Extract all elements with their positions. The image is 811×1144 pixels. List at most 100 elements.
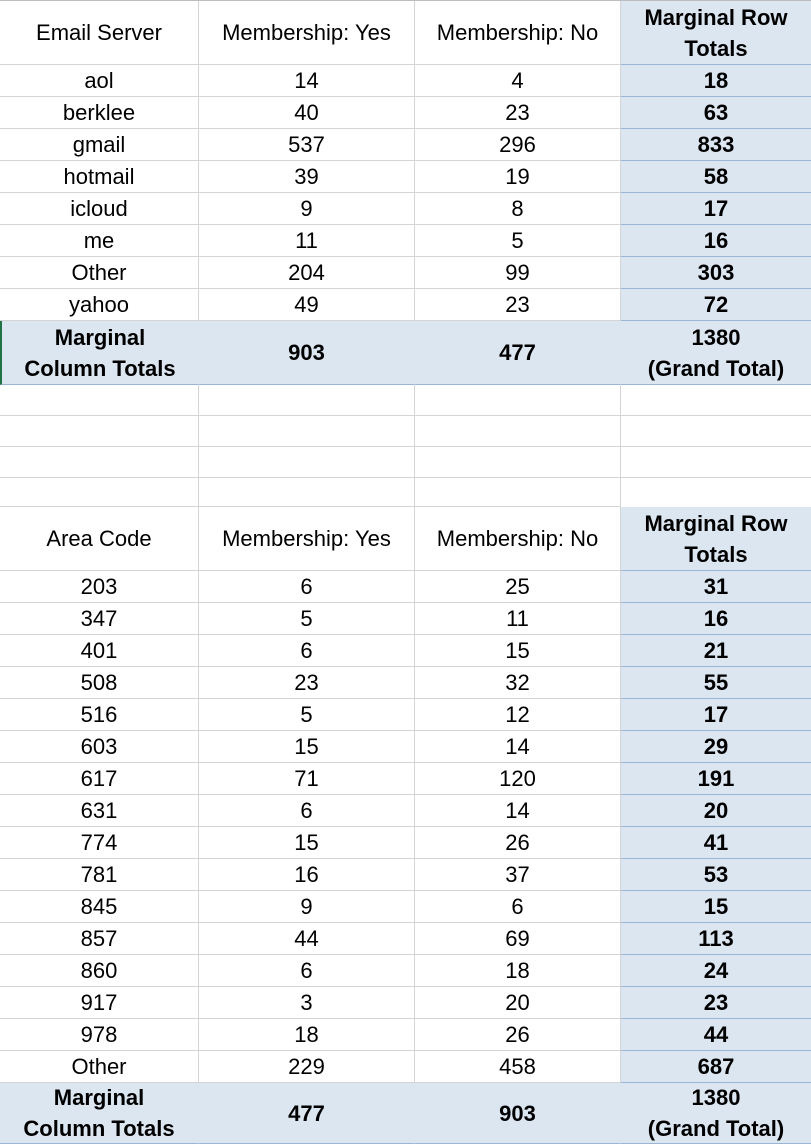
empty-cell[interactable] xyxy=(415,416,621,447)
empty-cell[interactable] xyxy=(199,385,415,416)
table2-header-membership-no[interactable]: Membership: No xyxy=(415,507,621,571)
table2-cell-no[interactable]: 458 xyxy=(415,1051,621,1083)
table1-total-no[interactable]: 477 xyxy=(415,321,621,385)
table2-cell-yes[interactable]: 15 xyxy=(199,731,415,763)
table1-cell-label[interactable]: me xyxy=(0,225,199,257)
table2-cell-total[interactable]: 20 xyxy=(621,795,811,827)
table2-cell-yes[interactable]: 229 xyxy=(199,1051,415,1083)
table2-cell-total[interactable]: 17 xyxy=(621,699,811,731)
table2-cell-yes[interactable]: 5 xyxy=(199,699,415,731)
empty-cell[interactable] xyxy=(621,385,811,416)
empty-cell[interactable] xyxy=(621,447,811,478)
table2-cell-total[interactable]: 191 xyxy=(621,763,811,795)
table1-header-email-server[interactable]: Email Server xyxy=(0,1,199,65)
table2-cell-yes[interactable]: 9 xyxy=(199,891,415,923)
table1-cell-yes[interactable]: 40 xyxy=(199,97,415,129)
table2-grand-total[interactable]: 1380 (Grand Total) xyxy=(621,1083,811,1144)
table1-header-membership-yes[interactable]: Membership: Yes xyxy=(199,1,415,65)
table1-cell-yes[interactable]: 537 xyxy=(199,129,415,161)
table1-cell-yes[interactable]: 9 xyxy=(199,193,415,225)
table2-cell-label[interactable]: 774 xyxy=(0,827,199,859)
table1-cell-total[interactable]: 58 xyxy=(621,161,811,193)
table2-cell-total[interactable]: 24 xyxy=(621,955,811,987)
table1-cell-no[interactable]: 296 xyxy=(415,129,621,161)
table1-grand-total[interactable]: 1380 (Grand Total) xyxy=(621,321,811,385)
table1-cell-total[interactable]: 72 xyxy=(621,289,811,321)
table1-cell-no[interactable]: 5 xyxy=(415,225,621,257)
empty-cell[interactable] xyxy=(0,416,199,447)
table1-cell-no[interactable]: 23 xyxy=(415,289,621,321)
table1-cell-label[interactable]: berklee xyxy=(0,97,199,129)
table2-cell-no[interactable]: 12 xyxy=(415,699,621,731)
empty-cell[interactable] xyxy=(199,478,415,507)
empty-cell[interactable] xyxy=(0,385,199,416)
table1-cell-total[interactable]: 303 xyxy=(621,257,811,289)
table1-header-row-totals[interactable]: Marginal Row Totals xyxy=(621,1,811,65)
table1-column-totals-label[interactable]: Marginal Column Totals xyxy=(0,321,199,385)
table2-cell-total[interactable]: 15 xyxy=(621,891,811,923)
table1-cell-label[interactable]: yahoo xyxy=(0,289,199,321)
empty-cell[interactable] xyxy=(0,478,199,507)
table1-cell-no[interactable]: 4 xyxy=(415,65,621,97)
table2-cell-yes[interactable]: 16 xyxy=(199,859,415,891)
table2-cell-label[interactable]: Other xyxy=(0,1051,199,1083)
table2-cell-total[interactable]: 21 xyxy=(621,635,811,667)
table1-cell-yes[interactable]: 49 xyxy=(199,289,415,321)
table2-cell-total[interactable]: 31 xyxy=(621,571,811,603)
table2-cell-label[interactable]: 603 xyxy=(0,731,199,763)
table2-cell-total[interactable]: 113 xyxy=(621,923,811,955)
table1-cell-label[interactable]: icloud xyxy=(0,193,199,225)
table1-cell-yes[interactable]: 11 xyxy=(199,225,415,257)
table2-cell-yes[interactable]: 23 xyxy=(199,667,415,699)
table2-cell-label[interactable]: 978 xyxy=(0,1019,199,1051)
table2-cell-no[interactable]: 14 xyxy=(415,731,621,763)
empty-cell[interactable] xyxy=(621,416,811,447)
empty-cell[interactable] xyxy=(621,478,811,507)
empty-cell[interactable] xyxy=(199,447,415,478)
table2-cell-yes[interactable]: 18 xyxy=(199,1019,415,1051)
table2-cell-total[interactable]: 44 xyxy=(621,1019,811,1051)
table1-cell-no[interactable]: 23 xyxy=(415,97,621,129)
table1-cell-yes[interactable]: 39 xyxy=(199,161,415,193)
table2-cell-yes[interactable]: 71 xyxy=(199,763,415,795)
table1-cell-no[interactable]: 19 xyxy=(415,161,621,193)
table2-cell-no[interactable]: 26 xyxy=(415,1019,621,1051)
table1-cell-label[interactable]: Other xyxy=(0,257,199,289)
table1-cell-total[interactable]: 63 xyxy=(621,97,811,129)
table2-header-membership-yes[interactable]: Membership: Yes xyxy=(199,507,415,571)
table2-cell-label[interactable]: 516 xyxy=(0,699,199,731)
table2-cell-yes[interactable]: 15 xyxy=(199,827,415,859)
table1-cell-no[interactable]: 99 xyxy=(415,257,621,289)
table2-cell-total[interactable]: 55 xyxy=(621,667,811,699)
table2-cell-yes[interactable]: 6 xyxy=(199,571,415,603)
table2-cell-label[interactable]: 617 xyxy=(0,763,199,795)
table2-cell-label[interactable]: 401 xyxy=(0,635,199,667)
table2-total-yes[interactable]: 477 xyxy=(199,1083,415,1144)
table2-cell-total[interactable]: 41 xyxy=(621,827,811,859)
empty-cell[interactable] xyxy=(415,385,621,416)
table1-cell-label[interactable]: hotmail xyxy=(0,161,199,193)
table2-cell-no[interactable]: 120 xyxy=(415,763,621,795)
table2-cell-no[interactable]: 18 xyxy=(415,955,621,987)
table1-cell-total[interactable]: 18 xyxy=(621,65,811,97)
table1-cell-label[interactable]: aol xyxy=(0,65,199,97)
table1-cell-total[interactable]: 16 xyxy=(621,225,811,257)
table2-cell-no[interactable]: 11 xyxy=(415,603,621,635)
table2-total-no[interactable]: 903 xyxy=(415,1083,621,1144)
empty-cell[interactable] xyxy=(0,447,199,478)
table2-cell-no[interactable]: 69 xyxy=(415,923,621,955)
table2-cell-total[interactable]: 29 xyxy=(621,731,811,763)
table2-cell-total[interactable]: 23 xyxy=(621,987,811,1019)
table2-cell-yes[interactable]: 5 xyxy=(199,603,415,635)
table2-cell-label[interactable]: 845 xyxy=(0,891,199,923)
table2-cell-yes[interactable]: 6 xyxy=(199,635,415,667)
table2-cell-total[interactable]: 53 xyxy=(621,859,811,891)
table2-cell-no[interactable]: 25 xyxy=(415,571,621,603)
table2-cell-label[interactable]: 781 xyxy=(0,859,199,891)
table1-cell-yes[interactable]: 14 xyxy=(199,65,415,97)
table2-header-area-code[interactable]: Area Code xyxy=(0,507,199,571)
table1-header-membership-no[interactable]: Membership: No xyxy=(415,1,621,65)
table2-cell-no[interactable]: 14 xyxy=(415,795,621,827)
table2-cell-no[interactable]: 15 xyxy=(415,635,621,667)
table2-cell-label[interactable]: 860 xyxy=(0,955,199,987)
